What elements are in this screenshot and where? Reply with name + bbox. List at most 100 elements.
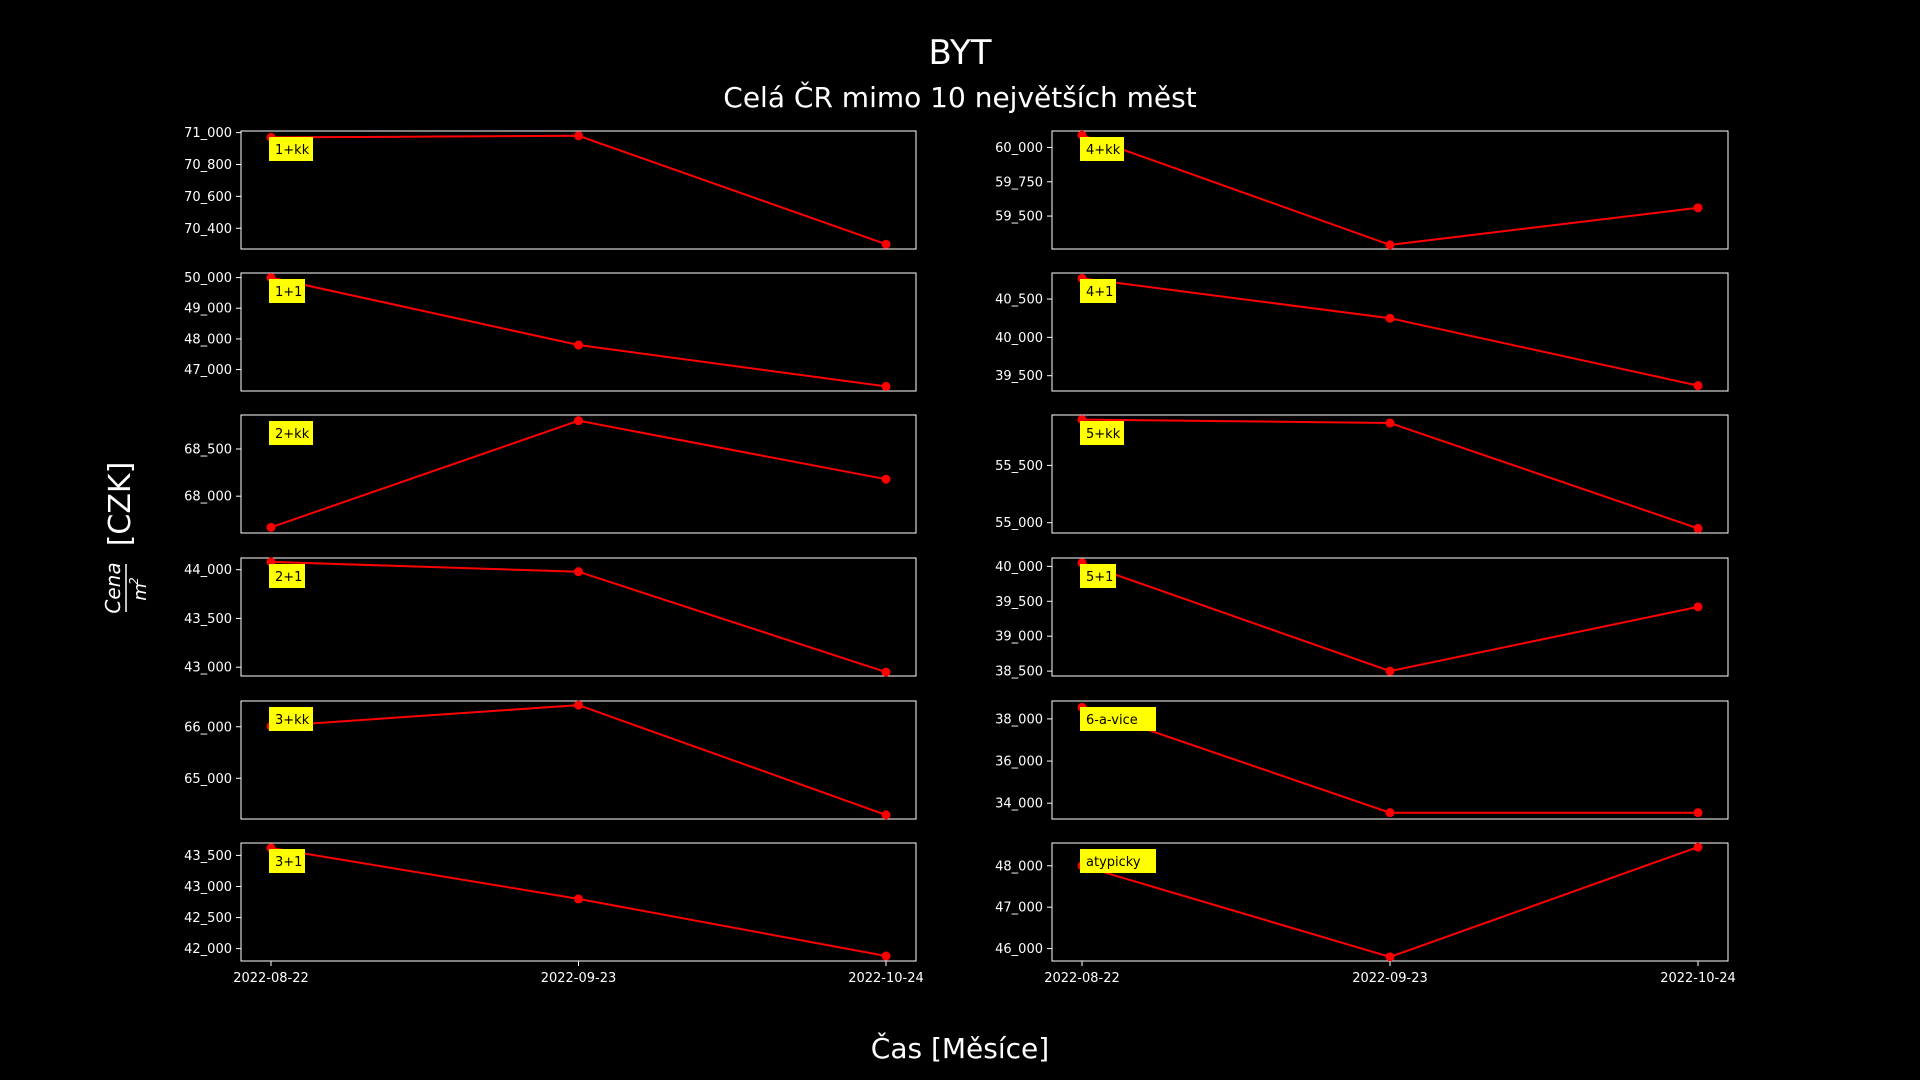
- panels: 70_400 70_600 70_800 71_000 1+kk 59_500 59_750…: [184, 126, 1736, 986]
- y-tick-label: 42_500: [184, 911, 232, 926]
- panel-atypicky: 46_000 47_000 48_000 2022-08-22 2022-09-23 20…: [995, 842, 1736, 986]
- panel-label-box: [269, 421, 313, 445]
- x-axis-label: Čas [Měsíce]: [871, 1031, 1049, 1065]
- panel-frame: [240, 272, 917, 392]
- data-point: [1385, 666, 1395, 676]
- y-tick-label: 38_000: [995, 712, 1043, 727]
- panel-frame: [240, 700, 917, 820]
- panel-frame: [1051, 130, 1729, 250]
- series-line: [270, 276, 887, 388]
- data-point: [1693, 523, 1703, 533]
- figure-subtitle: Celá ČR mimo 10 největších měst: [723, 80, 1196, 114]
- y-tick-label: 39_500: [995, 369, 1043, 384]
- series-line: [1081, 706, 1698, 814]
- series-line: [270, 560, 887, 674]
- y-label-numerator: Cena: [101, 562, 125, 613]
- x-tick-label: 2022-08-22: [1044, 971, 1120, 986]
- panel-label: 1+1: [275, 285, 302, 300]
- y-tick-label: 66_000: [184, 720, 232, 735]
- panel-4+kk: 59_500 59_750 60_000 4+kk: [995, 130, 1729, 250]
- x-tick-label: 2022-08-22: [233, 971, 309, 986]
- panel-label: 5+1: [1086, 570, 1113, 585]
- data-point: [1385, 808, 1395, 818]
- y-tick-label: 50_000: [184, 271, 232, 286]
- y-tick-label: 68_000: [184, 490, 232, 505]
- y-label-denominator: m: [130, 583, 151, 601]
- series-line: [270, 134, 887, 246]
- panel-label: 1+kk: [275, 143, 310, 158]
- y-tick-label: 60_000: [995, 141, 1043, 156]
- panel-label: 3+kk: [275, 713, 310, 728]
- panel-label-box: [269, 137, 313, 161]
- panel-label-box: [1080, 849, 1156, 873]
- y-tick-label: 68_500: [184, 442, 232, 457]
- y-tick-label: 44_000: [184, 563, 232, 578]
- data-point: [1385, 240, 1395, 250]
- data-point: [881, 667, 891, 677]
- panel-label: atypicky: [1086, 855, 1141, 870]
- panel-label-box: [1080, 137, 1124, 161]
- data-point: [1693, 808, 1703, 818]
- data-point: [574, 340, 583, 350]
- x-tick-label: 2022-10-24: [1660, 971, 1736, 986]
- panel-2+kk: 68_000 68_500 2+kk: [184, 414, 917, 534]
- y-tick-label: 36_000: [995, 755, 1043, 770]
- panel-1+1: 47_000 48_000 49_000 50_000 1+1: [184, 271, 917, 392]
- panel-2+1: 43_000 43_500 44_000 2+1: [184, 557, 917, 677]
- panel-frame: [1051, 414, 1729, 534]
- x-tick-label: 2022-09-23: [541, 971, 617, 986]
- series-line: [270, 419, 887, 529]
- panel-frame: [240, 130, 917, 250]
- data-point: [574, 567, 583, 577]
- data-point: [1693, 203, 1703, 213]
- data-point: [1693, 602, 1703, 612]
- y-tick-label: 43_500: [184, 849, 232, 864]
- panel-frame: [240, 414, 917, 534]
- panel-frame: [1051, 557, 1729, 677]
- y-tick-label: 43_000: [184, 661, 232, 676]
- figure-title: BYT: [928, 33, 991, 73]
- y-tick-label: 48_000: [995, 859, 1043, 874]
- panel-label-box: [1080, 564, 1116, 588]
- series-line: [1081, 418, 1699, 530]
- y-tick-label: 34_000: [995, 797, 1043, 812]
- panel-label-box: [269, 849, 305, 873]
- series-line: [270, 704, 887, 816]
- y-tick-label: 48_000: [184, 332, 232, 347]
- y-tick-label: 70_400: [184, 222, 232, 237]
- data-point: [574, 894, 583, 904]
- y-tick-label: 55_500: [995, 459, 1043, 474]
- y-tick-label: 43_000: [184, 880, 232, 895]
- panel-label-box: [1080, 421, 1124, 445]
- x-tick-label: 2022-10-24: [848, 971, 924, 986]
- y-tick-label: 70_600: [184, 190, 232, 205]
- y-tick-label: 59_500: [995, 210, 1043, 225]
- y-tick-label: 71_000: [184, 126, 232, 141]
- data-point: [1693, 842, 1703, 852]
- y-label-unit: [CZK]: [103, 462, 138, 547]
- series-line: [1081, 277, 1699, 387]
- y-tick-label: 40_000: [995, 560, 1043, 575]
- data-point: [574, 700, 583, 710]
- panel-6-a-vice: 34_000 36_000 38_000 6-a-vice: [995, 700, 1729, 820]
- y-tick-label: 47_000: [995, 901, 1043, 916]
- data-point: [1693, 381, 1703, 391]
- y-tick-label: 65_000: [184, 772, 232, 787]
- y-tick-label: 47_000: [184, 363, 232, 378]
- panel-label: 2+1: [275, 570, 302, 585]
- panel-label: 4+1: [1086, 285, 1113, 300]
- y-tick-label: 40_500: [995, 293, 1043, 308]
- panel-3+kk: 65_000 66_000 3+kk: [184, 700, 917, 820]
- y-label-exponent: 2: [127, 577, 141, 585]
- panel-3+1: 42_000 42_500 43_000 43_500 2022-08-22 2022-0…: [184, 842, 924, 986]
- panel-frame: [1051, 700, 1729, 820]
- data-point: [881, 474, 891, 484]
- panel-5+1: 38_500 39_000 39_500 40_000 5+1: [995, 557, 1729, 680]
- panel-label-box: [269, 564, 305, 588]
- y-tick-label: 40_000: [995, 331, 1043, 346]
- panel-label: 5+kk: [1086, 427, 1121, 442]
- y-tick-label: 70_800: [184, 158, 232, 173]
- data-point: [881, 381, 891, 391]
- y-tick-label: 39_500: [995, 595, 1043, 610]
